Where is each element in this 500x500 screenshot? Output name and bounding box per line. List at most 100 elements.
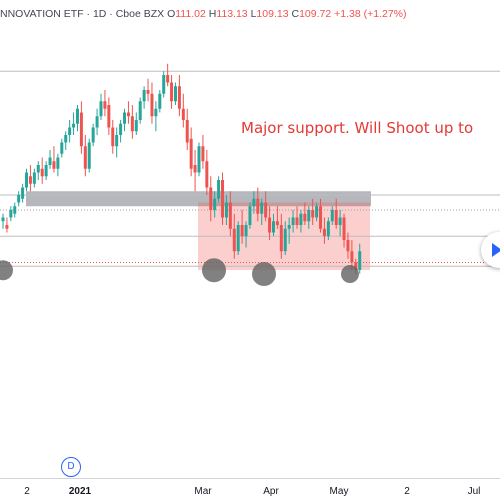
candle-body-0 <box>1 217 5 222</box>
candle-body-11 <box>44 165 48 177</box>
candle-body-13 <box>52 161 56 169</box>
time-tick-label: Mar <box>194 486 212 497</box>
candle-body-88 <box>346 240 350 252</box>
candle-body-68 <box>268 217 272 233</box>
candle-body-8 <box>32 172 36 184</box>
support-touch-circle-1 <box>202 258 226 283</box>
candle-body-7 <box>28 176 32 184</box>
support-touch-circle-2 <box>252 262 276 286</box>
candle-body-82 <box>322 228 326 237</box>
candle-body-47 <box>185 120 189 143</box>
low-value: 109.13 <box>256 8 289 20</box>
candle-body-52 <box>205 161 209 188</box>
candle-body-14 <box>56 157 60 169</box>
candle-body-57 <box>224 202 228 218</box>
candle-body-21 <box>83 146 87 169</box>
dividend-badge[interactable]: D <box>61 457 81 477</box>
candle-body-91 <box>358 251 362 270</box>
candle-body-89 <box>350 251 354 263</box>
candle-body-65 <box>256 198 260 214</box>
candle-body-19 <box>75 108 79 124</box>
time-axis[interactable]: 2 2021 Mar Apr May 2 Jul <box>0 478 500 500</box>
candle-body-34 <box>134 120 138 132</box>
low-label: L <box>250 8 257 20</box>
candle-body-71 <box>279 225 283 252</box>
candle-body-6 <box>25 172 29 188</box>
time-tick-label: May <box>329 486 349 497</box>
candle-body-43 <box>170 82 174 102</box>
candle-body-75 <box>295 217 299 225</box>
candle-body-84 <box>330 210 334 222</box>
candle-body-64 <box>252 198 256 207</box>
time-tick-label: 2 <box>24 486 30 497</box>
candle-body-28 <box>111 127 115 147</box>
candle-body-90 <box>354 262 358 270</box>
candle-body-22 <box>87 142 91 169</box>
change-value: +1.38 (+1.27%) <box>334 8 407 20</box>
candle-body-36 <box>142 90 146 102</box>
candle-body-74 <box>291 217 295 225</box>
candle-body-51 <box>201 146 205 162</box>
candle-body-49 <box>193 165 197 173</box>
candle-body-12 <box>48 157 52 165</box>
candle-body-81 <box>319 206 323 229</box>
candle-body-73 <box>287 225 291 229</box>
high-value: 113.13 <box>216 8 248 20</box>
candle-body-60 <box>236 225 240 252</box>
plot-background <box>0 0 500 478</box>
time-tick-label: 2021 <box>68 486 92 497</box>
scroll-to-realtime-button[interactable] <box>481 232 500 268</box>
candle-body-27 <box>107 105 111 128</box>
support-touch-circle-0 <box>0 260 13 281</box>
candle-body-15 <box>60 142 64 154</box>
candle-body-29 <box>115 135 119 147</box>
candle-body-48 <box>189 138 193 169</box>
candle-body-61 <box>240 225 244 237</box>
candle-body-50 <box>197 146 201 173</box>
candle-body-53 <box>209 187 213 210</box>
candle-body-33 <box>130 116 134 132</box>
open-value: 111.02 <box>175 8 206 20</box>
candle-body-31 <box>123 112 127 124</box>
candle-body-46 <box>181 108 185 120</box>
candle-body-1 <box>5 225 9 229</box>
candle-body-32 <box>126 112 130 117</box>
candle-body-41 <box>162 75 166 94</box>
symbol-title: NNOVATION ETF · 1D · Cboe BZX <box>0 8 165 20</box>
candle-body-63 <box>248 206 252 225</box>
open-label: O <box>167 8 176 20</box>
candle-body-9 <box>36 165 40 173</box>
candle-body-72 <box>283 228 287 252</box>
candle-body-70 <box>275 221 279 225</box>
candle-body-16 <box>64 135 68 143</box>
time-tick-label: 2 <box>404 486 410 497</box>
candle-body-85 <box>334 210 338 225</box>
support-annotation: Major support. Will Shoot up to <box>241 119 474 137</box>
candle-body-5 <box>21 187 25 199</box>
candle-body-2 <box>9 210 13 218</box>
candle-body-40 <box>158 93 162 109</box>
candle-body-24 <box>95 116 99 128</box>
candle-body-4 <box>17 195 21 203</box>
candle-body-45 <box>177 86 181 109</box>
candle-body-69 <box>271 221 275 233</box>
candle-body-30 <box>119 123 123 135</box>
candle-body-37 <box>146 90 150 94</box>
candle-body-55 <box>217 180 221 199</box>
time-tick-label: Apr <box>263 486 279 497</box>
candle-body-20 <box>79 112 83 147</box>
candle-body-80 <box>315 206 319 218</box>
candle-body-79 <box>311 210 315 218</box>
candle-body-26 <box>103 101 107 109</box>
time-tick-label: Jul <box>467 486 481 497</box>
candle-body-59 <box>232 228 236 252</box>
candle-body-35 <box>138 101 142 120</box>
candle-body-67 <box>264 202 268 218</box>
candle-body-87 <box>342 217 346 240</box>
support-touch-circle-3 <box>341 265 359 283</box>
candle-body-58 <box>228 202 232 229</box>
candle-body-17 <box>68 127 72 135</box>
candle-body-10 <box>40 168 44 177</box>
price-chart <box>0 0 500 478</box>
